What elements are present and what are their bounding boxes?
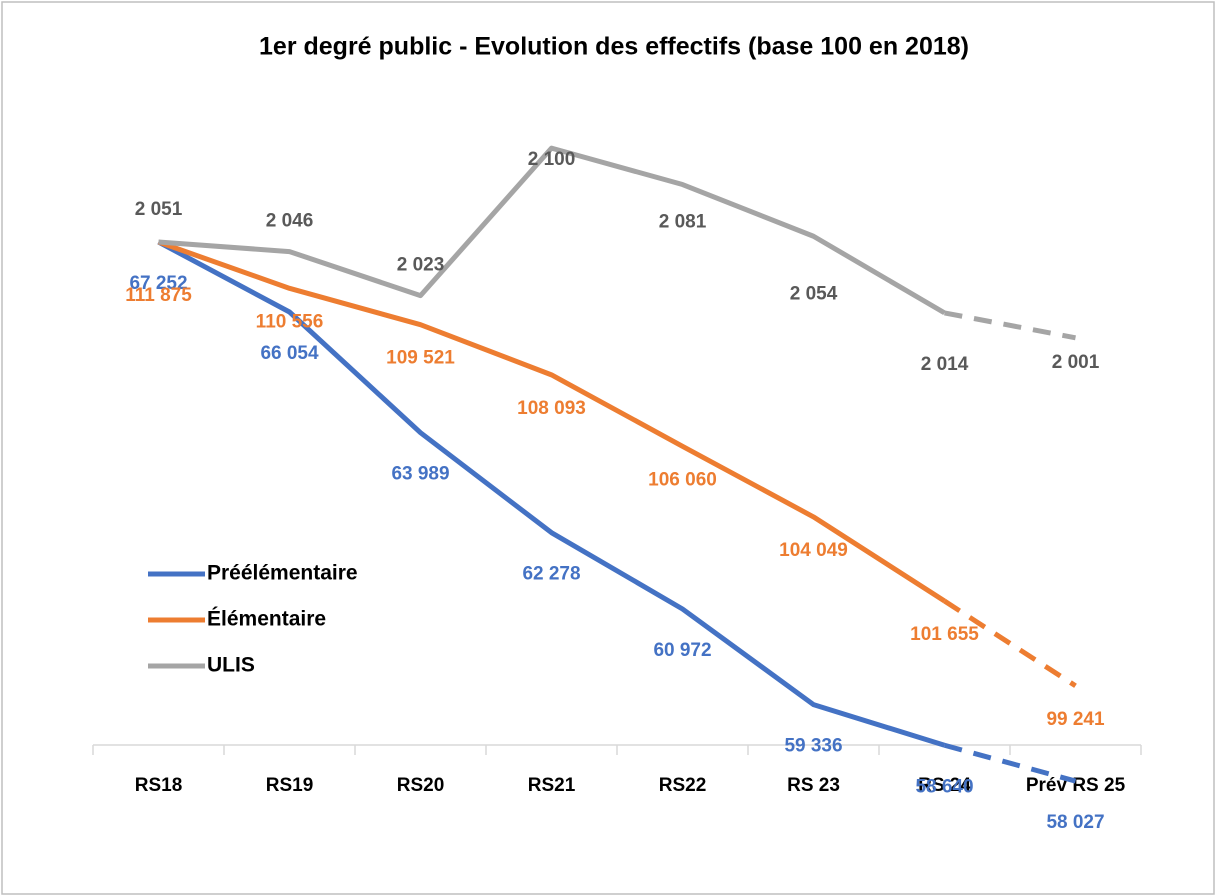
- data-label: 66 054: [260, 343, 319, 364]
- data-label: 2 014: [921, 354, 969, 375]
- data-label: 104 049: [779, 540, 848, 561]
- x-tick-label: Prév RS 25: [1026, 775, 1126, 796]
- data-label: 67 252: [129, 273, 187, 294]
- line-series: [157, 239, 946, 604]
- forecast-segment: [943, 742, 1077, 784]
- data-label: 62 278: [522, 564, 580, 585]
- x-tick-label: RS 24: [918, 775, 971, 796]
- x-tick-label: RS20: [397, 775, 445, 796]
- line-series: [158, 145, 946, 316]
- line-series: [157, 239, 946, 748]
- x-tick-label: RS22: [659, 775, 707, 796]
- data-label: 2 001: [1052, 352, 1100, 373]
- data-label: 106 060: [648, 469, 717, 490]
- data-label: 108 093: [517, 398, 586, 419]
- legend-label: Préélémentaire: [207, 562, 358, 585]
- data-label: 59 336: [784, 736, 842, 757]
- data-label: 2 054: [790, 283, 838, 304]
- x-tick-label: RS18: [135, 775, 183, 796]
- forecast-segment: [944, 310, 1076, 341]
- data-label: 101 655: [910, 624, 979, 645]
- data-label: 2 100: [528, 149, 576, 170]
- data-label: 2 051: [135, 199, 183, 220]
- legend-label: ULIS: [207, 654, 255, 677]
- data-label: 2 081: [659, 212, 707, 233]
- forecast-segment: [943, 598, 1077, 688]
- data-label: 99 241: [1046, 709, 1105, 730]
- legend-label: Élémentaire: [207, 608, 326, 631]
- data-label: 58 027: [1046, 812, 1104, 833]
- data-label: 110 556: [256, 311, 324, 332]
- x-tick-label: RS 23: [787, 775, 840, 796]
- x-tick-label: RS19: [266, 775, 314, 796]
- data-label: 60 972: [653, 640, 711, 661]
- data-label: 2 046: [266, 211, 314, 232]
- chart-title: 1er degré public - Evolution des effecti…: [259, 33, 969, 61]
- data-label: 58 640: [915, 776, 973, 797]
- data-label: 109 521: [386, 348, 455, 369]
- data-label: 111 875: [125, 285, 192, 306]
- data-label: 63 989: [391, 464, 449, 485]
- data-label: 2 023: [397, 255, 445, 276]
- x-tick-label: RS21: [528, 775, 576, 796]
